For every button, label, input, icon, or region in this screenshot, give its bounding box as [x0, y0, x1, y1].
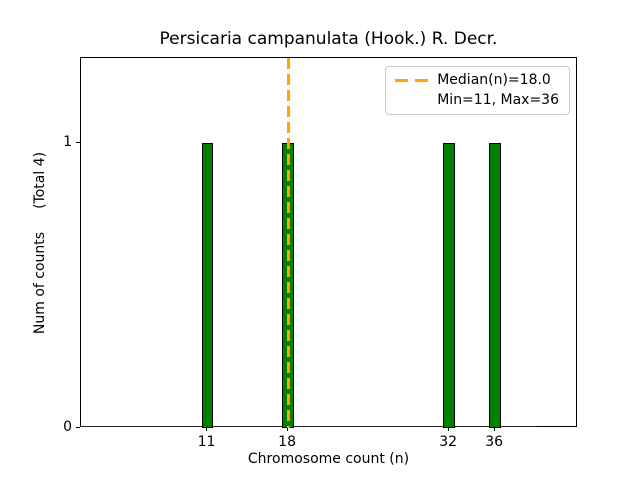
y-axis-label: Num of counts (Total 4)	[32, 152, 48, 334]
x-tick-mark	[286, 427, 288, 431]
legend-entry-minmax: Min=11, Max=36	[395, 91, 559, 110]
plot-area: Median(n)=18.0 Min=11, Max=36	[80, 57, 577, 428]
x-axis-label: Chromosome count (n)	[247, 451, 410, 467]
x-tick-mark	[493, 427, 495, 431]
x-tick-mark	[447, 427, 449, 431]
legend-label-median: Median(n)=18.0	[437, 72, 551, 88]
y-tick-mark	[76, 141, 80, 143]
legend-entry-median: Median(n)=18.0	[395, 71, 559, 90]
y-tick-label: 1	[63, 134, 72, 151]
median-line	[286, 58, 290, 428]
legend-sample-spacer	[395, 99, 429, 102]
bar	[443, 143, 455, 428]
y-tick-label: 0	[63, 419, 72, 435]
y-axis-label-main: Num of counts	[32, 231, 48, 335]
x-tick-label: 11	[197, 434, 216, 450]
legend: Median(n)=18.0 Min=11, Max=36	[385, 66, 570, 115]
median-dashed-line-icon	[395, 79, 430, 82]
chart-title: Persicaria campanulata (Hook.) R. Decr.	[159, 29, 498, 49]
bar	[201, 143, 214, 428]
y-tick-mark	[76, 426, 80, 428]
y-axis-label-total: (Total 4)	[32, 151, 48, 209]
x-tick-label: 18	[278, 434, 296, 450]
x-tick-label: 36	[485, 434, 504, 450]
x-tick-label: 32	[439, 434, 458, 450]
axis-baseline	[81, 426, 537, 427]
legend-label-minmax: Min=11, Max=36	[437, 92, 559, 108]
x-tick-mark	[206, 427, 208, 431]
bar	[489, 143, 501, 428]
